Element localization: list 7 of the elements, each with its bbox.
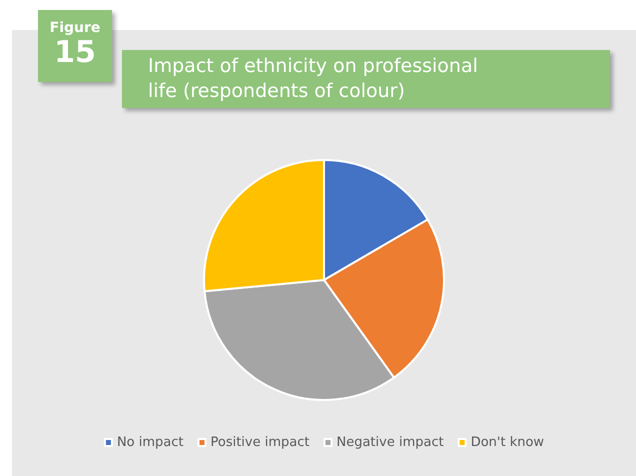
legend-label: Negative impact (336, 435, 444, 450)
text: 15 (53, 35, 97, 70)
chart-title: Impact of ethnicity on professional life (respondents of colour) (147, 54, 479, 104)
legend-label: Don't know (470, 435, 544, 450)
legend-label: No impact (116, 435, 184, 450)
text: Figure (48, 20, 102, 36)
legend-label: Positive impact (210, 435, 310, 450)
